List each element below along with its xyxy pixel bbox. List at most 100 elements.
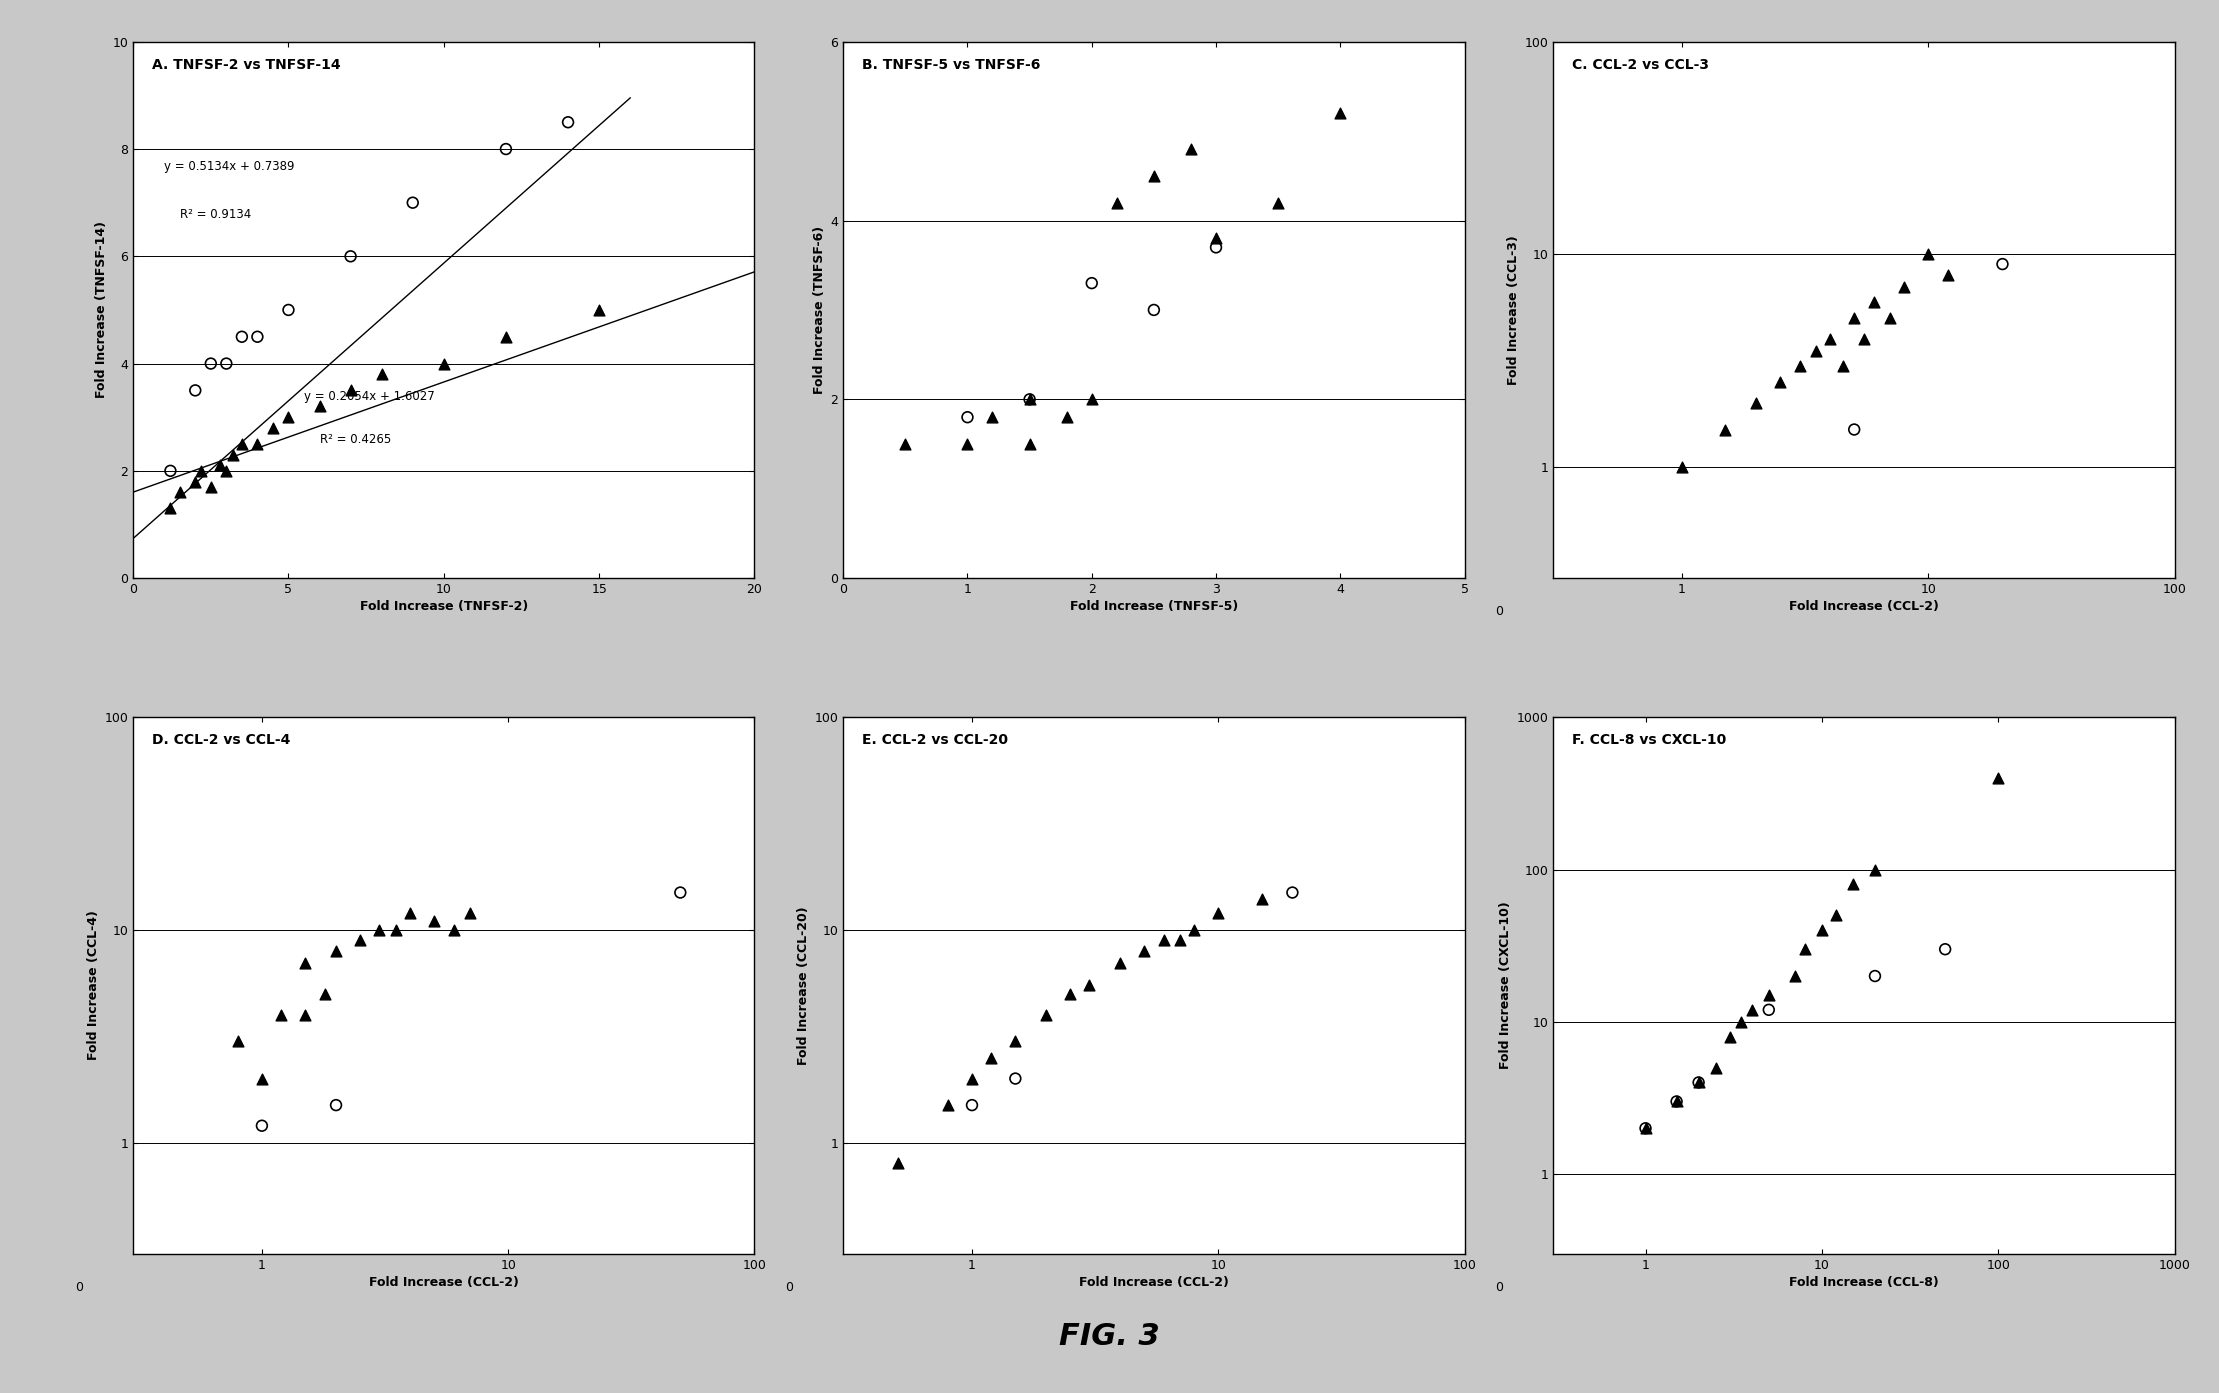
Point: [1817, 904, 1853, 926]
X-axis label: Fold Increase (CCL-2): Fold Increase (CCL-2): [1078, 1276, 1229, 1289]
Point: [1660, 1091, 1695, 1113]
Y-axis label: Fold Increase (CCL-4): Fold Increase (CCL-4): [87, 911, 100, 1060]
Y-axis label: Fold Increase (TNFSF-14): Fold Increase (TNFSF-14): [95, 221, 109, 398]
X-axis label: Fold Increase (CCL-2): Fold Increase (CCL-2): [368, 1276, 519, 1289]
Point: [1012, 389, 1047, 411]
Point: [930, 1094, 965, 1116]
Point: [317, 939, 353, 961]
Point: [974, 1046, 1010, 1068]
Y-axis label: Fold Increase (CCL-20): Fold Increase (CCL-20): [797, 907, 810, 1064]
Point: [1660, 1091, 1695, 1113]
Point: [306, 983, 342, 1006]
Point: [417, 910, 453, 932]
Point: [1837, 308, 1873, 330]
Point: [333, 245, 368, 267]
Point: [317, 1094, 353, 1116]
Point: [1012, 433, 1047, 456]
Text: B. TNFSF-5 vs TNFSF-6: B. TNFSF-5 vs TNFSF-6: [861, 59, 1041, 72]
Point: [193, 352, 229, 375]
Text: FIG. 3: FIG. 3: [1058, 1322, 1161, 1351]
Point: [1163, 929, 1198, 951]
Point: [1103, 951, 1138, 974]
Point: [1027, 1003, 1063, 1025]
Point: [1777, 965, 1813, 988]
Point: [395, 191, 430, 213]
Point: [435, 919, 470, 942]
Point: [1629, 1117, 1664, 1139]
Text: E. CCL-2 vs CCL-20: E. CCL-2 vs CCL-20: [861, 734, 1007, 748]
Point: [244, 1114, 280, 1137]
Point: [1260, 191, 1296, 213]
Point: [184, 460, 220, 482]
Point: [362, 919, 397, 942]
Point: [255, 417, 291, 439]
Point: [663, 882, 699, 904]
Point: [1846, 327, 1882, 350]
Point: [1145, 929, 1181, 951]
Point: [1072, 974, 1107, 996]
Point: [1629, 1117, 1664, 1139]
Point: [1737, 391, 1773, 414]
Point: [1136, 299, 1172, 322]
Point: [1804, 919, 1840, 942]
Y-axis label: Fold Increase (CXCL-10): Fold Increase (CXCL-10): [1500, 901, 1513, 1070]
Text: y = 0.2054x + 1.6027: y = 0.2054x + 1.6027: [304, 390, 435, 404]
Point: [153, 497, 189, 520]
Text: R² = 0.9134: R² = 0.9134: [180, 208, 251, 221]
Point: [1050, 407, 1085, 429]
Point: [209, 460, 244, 482]
Point: [950, 433, 985, 456]
Text: 0: 0: [75, 1280, 84, 1294]
Point: [244, 1067, 280, 1089]
Point: [224, 433, 260, 456]
Point: [153, 460, 189, 482]
Point: [1245, 887, 1280, 910]
Point: [1751, 983, 1786, 1006]
Point: [1782, 354, 1817, 376]
X-axis label: Fold Increase (TNFSF-2): Fold Increase (TNFSF-2): [359, 600, 528, 613]
Point: [954, 1094, 990, 1116]
Point: [364, 364, 399, 386]
Point: [178, 471, 213, 493]
Point: [178, 379, 213, 401]
Point: [209, 352, 244, 375]
Point: [1052, 983, 1087, 1006]
Y-axis label: Fold Increase (TNFSF-6): Fold Increase (TNFSF-6): [812, 226, 825, 394]
Point: [193, 476, 229, 499]
Point: [1857, 858, 1893, 880]
Point: [1127, 939, 1163, 961]
Point: [215, 443, 251, 465]
Point: [377, 919, 413, 942]
Text: 0: 0: [1496, 1280, 1504, 1294]
Point: [1198, 237, 1234, 259]
Point: [1012, 389, 1047, 411]
Point: [271, 299, 306, 322]
Point: [1098, 191, 1134, 213]
Point: [581, 299, 617, 322]
Point: [1797, 340, 1833, 362]
Point: [999, 1067, 1034, 1089]
Point: [333, 379, 368, 401]
Point: [1835, 873, 1871, 896]
Point: [1200, 903, 1236, 925]
Point: [1680, 1071, 1715, 1094]
Point: [1855, 290, 1891, 312]
Point: [288, 951, 324, 974]
Point: [162, 481, 197, 503]
Point: [271, 407, 306, 429]
Point: [1274, 882, 1309, 904]
Point: [1176, 919, 1212, 942]
Point: [264, 1003, 300, 1025]
Point: [393, 903, 428, 925]
Point: [1323, 102, 1358, 124]
Point: [1664, 456, 1700, 478]
X-axis label: Fold Increase (CCL-2): Fold Increase (CCL-2): [1789, 600, 1939, 613]
Point: [1911, 244, 1946, 266]
Point: [1174, 138, 1209, 160]
Point: [1984, 254, 2019, 276]
Point: [1198, 227, 1234, 249]
Point: [453, 903, 488, 925]
Point: [240, 433, 275, 456]
Text: y = 0.5134x + 0.7389: y = 0.5134x + 0.7389: [164, 160, 295, 173]
Point: [1709, 418, 1744, 440]
